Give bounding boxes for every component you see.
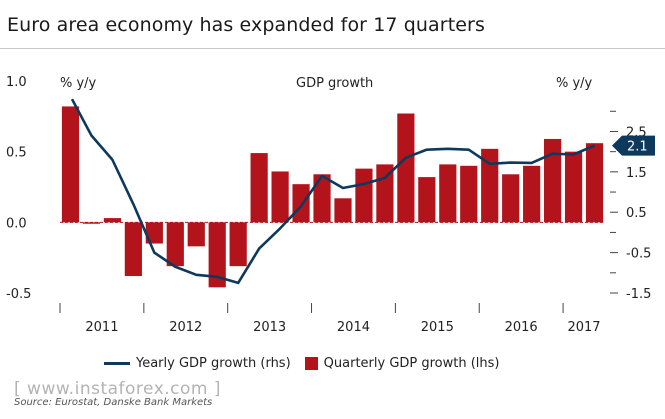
left-tick-label: 1.0 [6,75,27,90]
left-tick-label: 0.0 [6,216,27,231]
source-note: Source: Eurostat, Danske Bank Markets [14,397,213,408]
right-tick-label: -1.5 [626,287,651,302]
bar-quarterly-growth [439,164,457,223]
bar-quarterly-growth [208,222,226,288]
left-tick-label: 0.5 [6,146,27,161]
legend-line-label: Yearly GDP growth (rhs) [136,356,291,371]
bar-quarterly-growth [250,153,268,223]
bar-quarterly-growth [460,165,478,223]
bar-quarterly-growth [544,138,562,223]
x-year-label: 2011 [85,320,118,335]
x-year-label: 2015 [421,320,454,335]
bar-quarterly-growth [502,174,520,223]
bar-quarterly-growth [82,222,101,224]
watermark: [ www.instaforex.com ] [14,379,221,399]
x-year-label: 2013 [253,320,286,335]
x-year-label: 2014 [337,320,370,335]
bar-quarterly-growth [187,222,205,247]
bar-quarterly-growth [166,222,184,267]
bar-quarterly-growth [334,198,352,223]
right-axis-label: % y/y [556,76,593,91]
bar-quarterly-growth [145,222,163,244]
bar-quarterly-growth [292,184,310,223]
right-tick-label: 1.5 [626,166,647,181]
bar-quarterly-growth [61,106,80,223]
chart-inner-title: GDP growth [296,76,373,91]
bar-quarterly-growth [418,177,436,223]
legend-bar-label: Quarterly GDP growth (lhs) [323,356,500,371]
legend: Yearly GDP growth (rhs) Quarterly GDP gr… [104,356,500,371]
bar-quarterly-growth [271,171,289,223]
legend-line-swatch [104,362,130,365]
x-year-label: 2017 [567,320,600,335]
bar-quarterly-growth [355,168,373,223]
bar-quarterly-growth [481,148,499,223]
latest-value-callout [612,135,655,156]
yearly-growth-line [70,98,596,285]
bar-quarterly-growth [523,165,541,223]
bar-quarterly-growth [564,151,583,223]
latest-value-label: 2.1 [627,140,648,155]
x-year-label: 2016 [505,320,538,335]
bar-quarterly-growth [585,143,604,223]
bar-quarterly-growth [124,222,142,277]
title-divider [0,48,665,49]
bar-quarterly-growth [397,113,415,223]
bar-quarterly-growth [229,222,247,267]
bar-quarterly-growth [313,174,331,223]
chart-title: Euro area economy has expanded for 17 qu… [7,14,485,36]
bar-quarterly-growth [103,218,121,223]
right-tick-label: 0.5 [626,206,647,221]
left-tick-label: -0.5 [6,287,31,302]
legend-bar-swatch [304,357,318,370]
left-axis-label: % y/y [60,76,97,91]
right-tick-label: -0.5 [626,247,651,262]
x-year-label: 2012 [169,320,202,335]
